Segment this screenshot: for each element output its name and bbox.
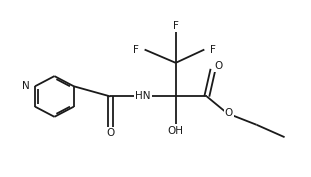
Text: N: N — [22, 81, 30, 91]
Text: O: O — [215, 61, 223, 71]
Text: F: F — [173, 21, 179, 31]
Text: HN: HN — [135, 92, 151, 101]
Text: OH: OH — [168, 126, 184, 136]
Text: O: O — [225, 108, 233, 118]
Text: F: F — [132, 45, 138, 55]
Text: O: O — [106, 128, 114, 138]
Text: F: F — [210, 45, 216, 55]
